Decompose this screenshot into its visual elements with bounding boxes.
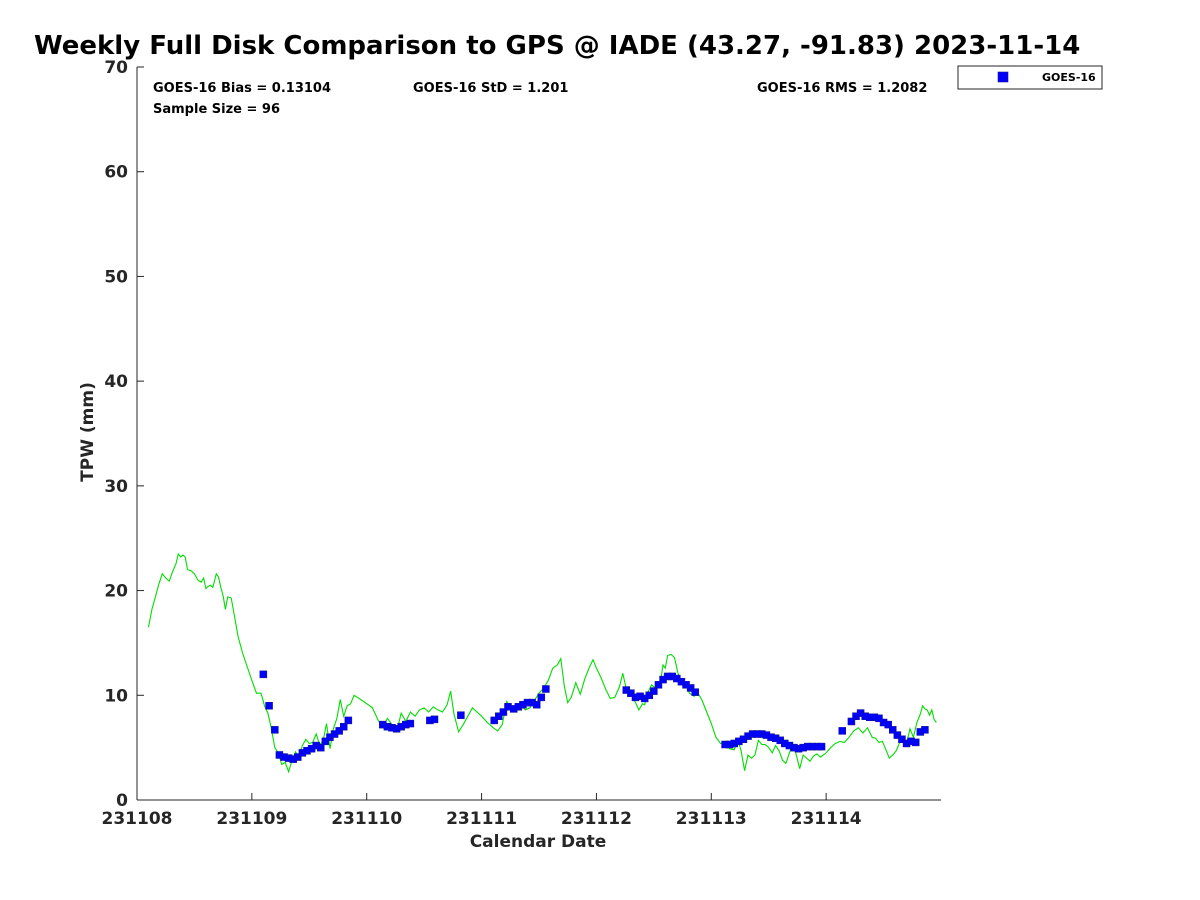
y-tick-label: 20 bbox=[104, 582, 128, 602]
x-tick-label: 231114 bbox=[791, 809, 862, 829]
goes16-data-point bbox=[817, 742, 826, 751]
goes16-data-point bbox=[339, 722, 348, 731]
goes16-data-point bbox=[921, 726, 929, 734]
goes16-data-point bbox=[321, 737, 330, 746]
goes16-data-point bbox=[294, 753, 302, 761]
y-tick-label: 70 bbox=[104, 58, 128, 78]
goes16-data-point bbox=[884, 720, 892, 729]
goes16-data-point bbox=[259, 670, 268, 679]
stat-bias: GOES-16 Bias = 0.13104 bbox=[153, 81, 331, 96]
x-tick-label: 231111 bbox=[446, 809, 517, 829]
goes16-data-point bbox=[893, 731, 902, 739]
x-ticks: 231108 231109 231110 231111 231112 231113 2311… bbox=[102, 793, 862, 829]
goes16-data-point bbox=[317, 743, 325, 752]
goes16-data-point bbox=[344, 716, 353, 725]
stat-rms: GOES-16 RMS = 1.2082 bbox=[757, 81, 927, 96]
goes16-data-point bbox=[654, 681, 663, 689]
goes16-data-point bbox=[490, 716, 498, 725]
x-tick-label: 231113 bbox=[676, 809, 747, 829]
y-ticks: 0 10 20 30 40 50 60 70 bbox=[104, 58, 144, 811]
goes16-data-point bbox=[457, 711, 465, 719]
x-axis-label: Calendar Date bbox=[470, 832, 607, 852]
y-tick-label: 0 bbox=[116, 791, 128, 811]
goes16-data-point bbox=[847, 717, 856, 726]
series-layer bbox=[147, 552, 937, 774]
stat-std: GOES-16 StD = 1.201 bbox=[413, 81, 568, 96]
goes16-data-point bbox=[430, 715, 439, 724]
legend-marker-goes16 bbox=[997, 71, 1009, 83]
goes16-data-point bbox=[686, 684, 695, 692]
goes16-data-point bbox=[898, 735, 906, 744]
x-tick-label: 231110 bbox=[331, 809, 402, 829]
y-tick-label: 60 bbox=[104, 163, 128, 183]
chart-title: Weekly Full Disk Comparison to GPS @ IAD… bbox=[34, 31, 1080, 61]
goes16-data-point bbox=[542, 685, 550, 693]
goes16-data-point bbox=[889, 726, 897, 734]
goes16-data-point bbox=[495, 712, 503, 720]
goes16-data-point bbox=[645, 691, 654, 700]
goes16-data-point bbox=[499, 708, 508, 716]
y-tick-label: 30 bbox=[104, 477, 128, 497]
legend-label-goes16: GOES-16 bbox=[1042, 71, 1096, 84]
stat-sample-size: Sample Size = 96 bbox=[153, 102, 280, 117]
goes16-data-point bbox=[691, 688, 699, 696]
goes16-data-point bbox=[627, 689, 635, 697]
goes16-data-point bbox=[911, 738, 920, 747]
x-tick-label: 231112 bbox=[561, 809, 632, 829]
y-tick-label: 50 bbox=[104, 267, 128, 287]
x-tick-label: 231108 bbox=[102, 809, 173, 829]
legend-box bbox=[957, 65, 1103, 90]
goes16-data-point bbox=[875, 714, 883, 723]
goes16-data-point bbox=[532, 700, 541, 709]
goes16-data-point bbox=[406, 719, 415, 728]
plot-axes bbox=[136, 67, 941, 801]
goes16-data-point bbox=[265, 702, 273, 710]
goes16-data-point bbox=[335, 727, 343, 735]
y-tick-label: 40 bbox=[104, 372, 128, 392]
y-tick-label: 10 bbox=[104, 686, 128, 706]
goes16-data-point bbox=[650, 687, 658, 695]
y-axis-label: TPW (mm) bbox=[78, 382, 98, 482]
gps-tpw-line bbox=[147, 552, 937, 774]
goes16-data-point bbox=[537, 693, 546, 702]
x-tick-label: 231109 bbox=[216, 809, 287, 829]
goes16-data-point bbox=[838, 727, 846, 735]
goes16-data-point bbox=[271, 726, 279, 734]
legend: GOES-16 bbox=[957, 65, 1103, 90]
